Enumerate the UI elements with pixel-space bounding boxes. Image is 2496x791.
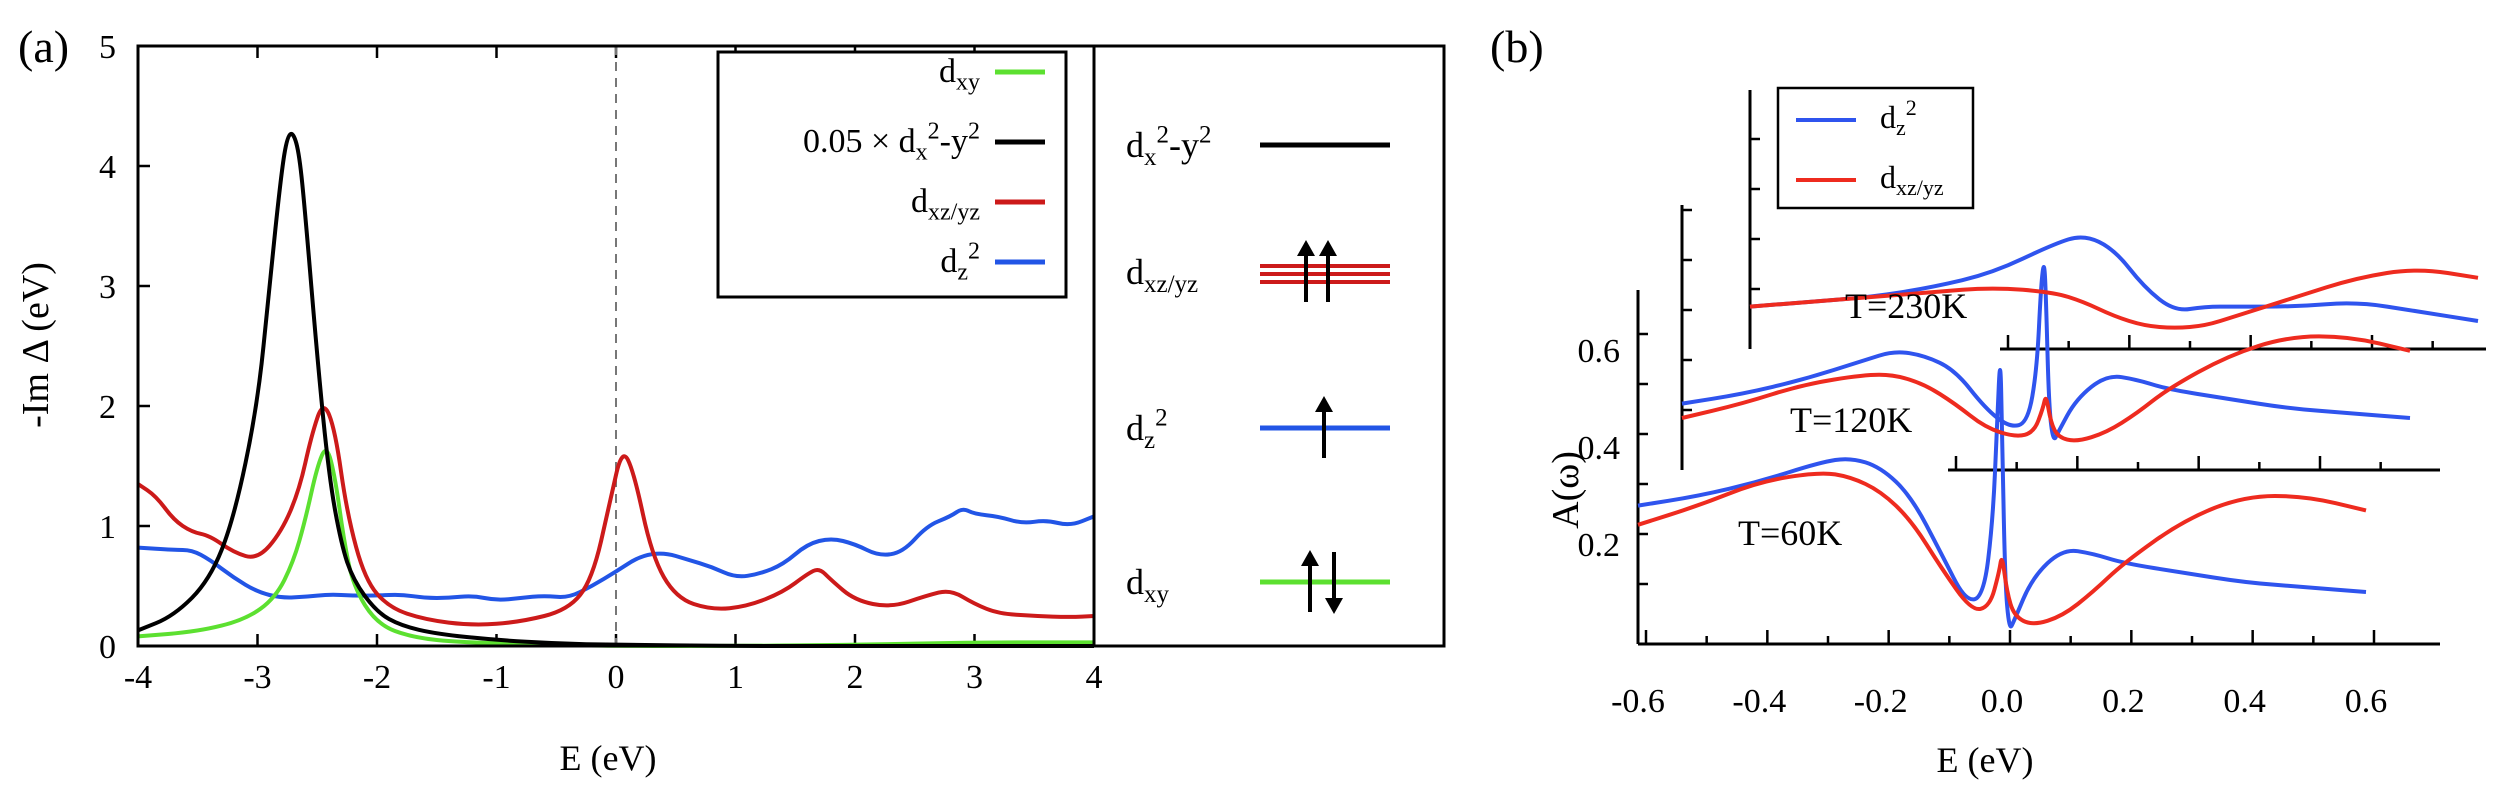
arrow-up-icon	[1319, 240, 1337, 256]
x-tick-label: -0.6	[1611, 683, 1665, 720]
temperature-label: T=60K	[1738, 513, 1842, 553]
y-tick-label: 3	[99, 269, 116, 306]
panel-a-level-diagram: dx2-y2 dxz/yz dz2 dxy	[1092, 44, 1446, 648]
x-tick-label: -3	[243, 659, 271, 696]
y-tick-label: 0.6	[1578, 333, 1621, 370]
level-label: dxy	[1126, 562, 1170, 608]
level-label: dx2-y2	[1126, 122, 1212, 171]
y-tick-label: 2	[99, 389, 116, 426]
panel-a: (a) E (eV) -Im Δ (eV) -4 -3 -2 -1 0 1 2 3 4 0 1 2 3 4…	[15, 21, 1446, 778]
panel-a-xlabel: E (eV)	[560, 738, 657, 778]
panel-a-legend-box	[716, 50, 1068, 299]
level-label: dz2	[1126, 405, 1168, 454]
legend-label: dz2	[1880, 95, 1917, 140]
panel-a-legend: dxy 0.05 × dx2-y2 dxz/yz dz2	[716, 50, 1068, 299]
panel-a-ylabel: -Im Δ (eV)	[15, 262, 57, 428]
x-tick-label: 0.4	[2223, 683, 2266, 720]
x-tick-label: 0.0	[1981, 683, 2024, 720]
legend-label: 0.05 × dx2-y2	[803, 118, 980, 165]
panel-b-axes: -0.6 -0.4 -0.2 0.0 0.2 0.4 0.6 0.2 0.4 0.6	[1578, 90, 2486, 720]
x-tick-label: -0.4	[1732, 683, 1786, 720]
legend-label: dxz/yz	[1880, 159, 1944, 200]
x-tick-label: 3	[966, 659, 983, 696]
panel-b-xlabel: E (eV)	[1937, 740, 2034, 780]
series-line-b_red	[1637, 471, 2367, 626]
series-line-b_blue	[1681, 264, 2411, 441]
y-tick-label: 5	[99, 29, 116, 66]
arrow-down-icon	[1325, 598, 1343, 614]
x-tick-label: 1	[727, 659, 744, 696]
series-line-b_red	[1749, 268, 2479, 330]
panel-b-legend-box	[1776, 86, 1975, 210]
legend-label: dxz/yz	[911, 183, 980, 225]
y-tick-label: 4	[99, 149, 116, 186]
series-line-b_blue	[1637, 368, 2367, 629]
temperature-label: T=120K	[1790, 400, 1912, 440]
y-tick-label: 0.2	[1578, 527, 1621, 564]
x-tick-label: -4	[124, 659, 152, 696]
y-tick-label: 1	[99, 509, 116, 546]
panel-b-legend: dz2 dxz/yz	[1776, 86, 1975, 210]
panel-a-ticks: -4 -3 -2 -1 0 1 2 3 4 0 1 2 3 4 5	[99, 29, 1103, 696]
panel-a-label: (a)	[18, 21, 69, 72]
x-tick-label: -1	[482, 659, 510, 696]
panel-b-ylabel: A(ω)	[1545, 451, 1587, 529]
level-label: dxz/yz	[1126, 252, 1198, 298]
arrow-up-icon	[1297, 240, 1315, 256]
series-line-b_red	[1681, 334, 2411, 443]
x-tick-label: -2	[363, 659, 391, 696]
x-tick-label: 0.6	[2345, 683, 2388, 720]
legend-label: dz2	[940, 238, 980, 285]
panel-b-label: (b)	[1490, 21, 1544, 72]
y-tick-label: 0	[99, 629, 116, 666]
x-tick-label: 2	[847, 659, 864, 696]
series-line-blue	[137, 507, 1095, 602]
series-line-red	[136, 406, 1095, 627]
x-tick-label: 0	[608, 659, 625, 696]
legend-label: dxy	[939, 53, 980, 95]
panel-b-temperature-labels: T=60K T=120K T=230K	[1738, 286, 1967, 553]
arrow-up-icon	[1315, 396, 1333, 412]
x-tick-label: 4	[1086, 659, 1103, 696]
x-tick-label: 0.2	[2102, 683, 2145, 720]
panel-b: (b) E (eV) A(ω) -0.6 -0.4 -0.2 0.0 0.2 0.4 0.6…	[1490, 21, 2486, 780]
panel-b-curves	[1637, 235, 2479, 629]
y-tick-label: 0.4	[1578, 430, 1621, 467]
temperature-label: T=230K	[1845, 286, 1967, 326]
x-tick-label: -0.2	[1854, 683, 1908, 720]
arrow-up-icon	[1301, 550, 1319, 566]
level-diagram-box	[1092, 44, 1446, 648]
